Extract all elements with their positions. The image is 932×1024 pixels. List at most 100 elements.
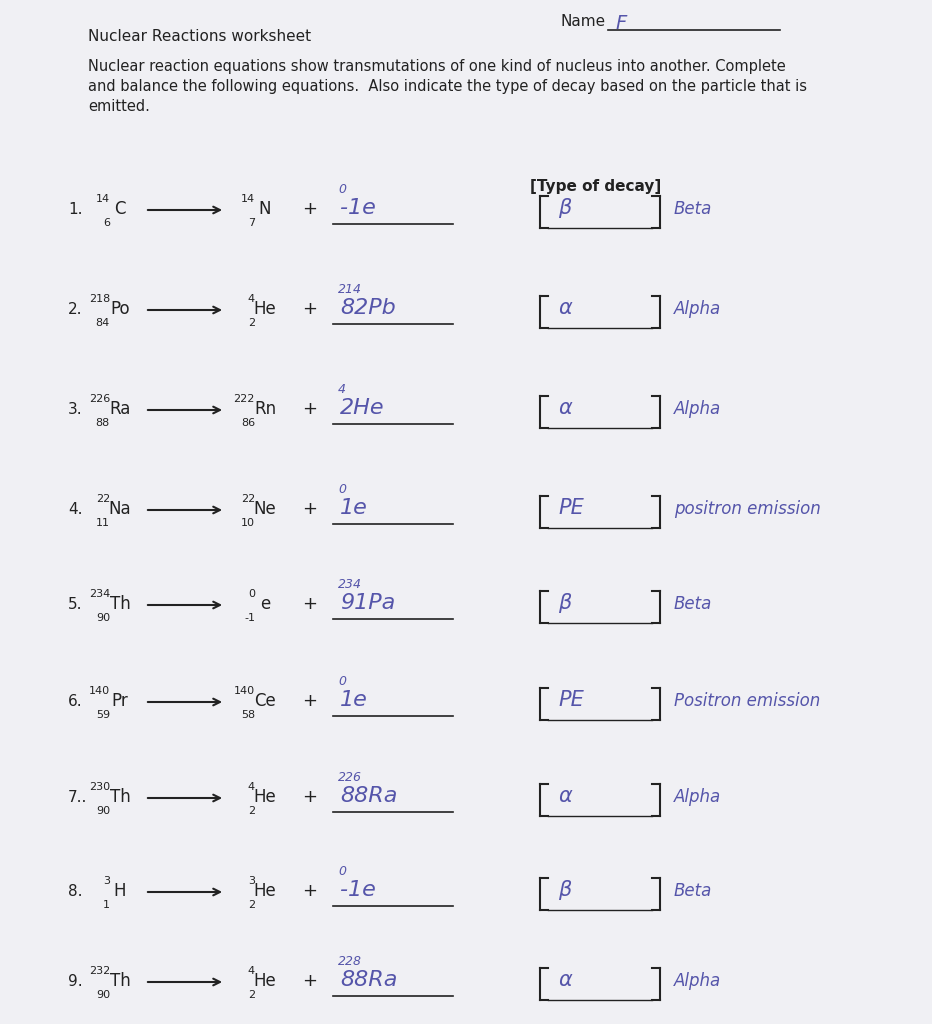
Text: Alpha: Alpha <box>674 788 721 806</box>
Text: 59: 59 <box>96 710 110 720</box>
Text: 4: 4 <box>248 782 255 792</box>
Text: 140: 140 <box>89 686 110 696</box>
Text: emitted.: emitted. <box>88 99 150 114</box>
Text: +: + <box>303 595 318 613</box>
Text: Th: Th <box>110 788 130 806</box>
Text: 1: 1 <box>103 900 110 910</box>
Text: 90: 90 <box>96 990 110 1000</box>
Text: 230: 230 <box>89 782 110 792</box>
Text: +: + <box>303 972 318 990</box>
Text: 2He: 2He <box>340 398 385 418</box>
Text: 86: 86 <box>240 418 255 428</box>
Text: 0: 0 <box>338 675 346 688</box>
Text: 11: 11 <box>96 518 110 528</box>
Text: +: + <box>303 882 318 900</box>
Text: 1e: 1e <box>340 690 368 710</box>
Text: Th: Th <box>110 972 130 990</box>
Text: He: He <box>254 300 277 318</box>
Text: Th: Th <box>110 595 130 613</box>
Text: 218: 218 <box>89 294 110 304</box>
Text: 90: 90 <box>96 806 110 816</box>
Text: α: α <box>558 398 571 418</box>
Text: 88Ra: 88Ra <box>340 970 397 990</box>
Text: 228: 228 <box>338 955 362 968</box>
Text: β: β <box>558 593 571 613</box>
Text: β: β <box>558 880 571 900</box>
Text: 0: 0 <box>338 865 346 878</box>
Text: β: β <box>558 198 571 218</box>
Text: 1.: 1. <box>68 202 83 217</box>
Text: Pr: Pr <box>112 692 129 710</box>
Text: 0: 0 <box>338 183 346 196</box>
Text: e: e <box>260 595 270 613</box>
Text: 226: 226 <box>89 394 110 404</box>
Text: +: + <box>303 788 318 806</box>
Text: 82Pb: 82Pb <box>340 298 396 318</box>
Text: Rn: Rn <box>254 400 276 418</box>
Text: 90: 90 <box>96 613 110 623</box>
Text: 2: 2 <box>248 990 255 1000</box>
Text: 88: 88 <box>96 418 110 428</box>
Text: F: F <box>615 14 626 33</box>
Text: H: H <box>114 882 126 900</box>
Text: 140: 140 <box>234 686 255 696</box>
Text: [Type of decay]: [Type of decay] <box>530 179 661 194</box>
Text: 4: 4 <box>338 383 346 396</box>
Text: 232: 232 <box>89 966 110 976</box>
Text: 22: 22 <box>96 494 110 504</box>
Text: -1: -1 <box>244 613 255 623</box>
Text: 4: 4 <box>248 966 255 976</box>
Text: α: α <box>558 970 571 990</box>
Text: α: α <box>558 298 571 318</box>
Text: +: + <box>303 300 318 318</box>
Text: Ce: Ce <box>254 692 276 710</box>
Text: N: N <box>259 200 271 218</box>
Text: Beta: Beta <box>674 200 712 218</box>
Text: He: He <box>254 788 277 806</box>
Text: 14: 14 <box>96 194 110 204</box>
Text: 0: 0 <box>338 483 346 496</box>
Text: positron emission: positron emission <box>674 500 821 518</box>
Text: 88Ra: 88Ra <box>340 786 397 806</box>
Text: 9.: 9. <box>68 974 83 989</box>
Text: 8.: 8. <box>68 884 83 899</box>
Text: Po: Po <box>110 300 130 318</box>
Text: α: α <box>558 786 571 806</box>
Text: 91Pa: 91Pa <box>340 593 395 613</box>
Text: 58: 58 <box>240 710 255 720</box>
Text: 3: 3 <box>103 876 110 886</box>
Text: 6.: 6. <box>68 694 83 709</box>
Text: +: + <box>303 200 318 218</box>
Text: Na: Na <box>109 500 131 518</box>
Text: 226: 226 <box>338 771 362 784</box>
Text: and balance the following equations.  Also indicate the type of decay based on t: and balance the following equations. Als… <box>88 79 807 94</box>
Text: 1e: 1e <box>340 498 368 518</box>
Text: 4.: 4. <box>68 502 83 517</box>
Text: -1e: -1e <box>340 198 376 218</box>
Text: 234: 234 <box>89 589 110 599</box>
Text: Beta: Beta <box>674 595 712 613</box>
Text: 3.: 3. <box>68 402 83 417</box>
Text: Alpha: Alpha <box>674 972 721 990</box>
Text: 10: 10 <box>241 518 255 528</box>
Text: 3: 3 <box>248 876 255 886</box>
Text: 84: 84 <box>96 318 110 328</box>
Text: 2: 2 <box>248 806 255 816</box>
Text: Positron emission: Positron emission <box>674 692 820 710</box>
Text: Nuclear reaction equations show transmutations of one kind of nucleus into anoth: Nuclear reaction equations show transmut… <box>88 59 786 74</box>
Text: -1e: -1e <box>340 880 376 900</box>
Text: 14: 14 <box>240 194 255 204</box>
Text: 234: 234 <box>338 578 362 591</box>
Text: PE: PE <box>558 690 583 710</box>
Text: 0: 0 <box>248 589 255 599</box>
Text: +: + <box>303 500 318 518</box>
Text: 222: 222 <box>234 394 255 404</box>
Text: 7: 7 <box>248 218 255 228</box>
Text: 22: 22 <box>240 494 255 504</box>
Text: He: He <box>254 882 277 900</box>
Text: +: + <box>303 692 318 710</box>
Text: Alpha: Alpha <box>674 400 721 418</box>
Text: He: He <box>254 972 277 990</box>
Text: Ra: Ra <box>109 400 130 418</box>
Text: PE: PE <box>558 498 583 518</box>
